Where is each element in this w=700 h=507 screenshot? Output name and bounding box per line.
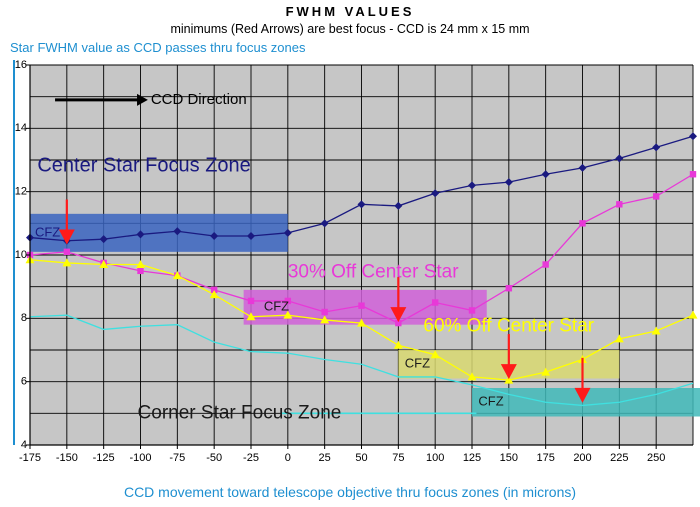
sixty-percent-label: 60% Off Center Star (423, 315, 594, 336)
best-focus-arrow-1 (58, 199, 75, 245)
series-3-point (393, 340, 403, 349)
series-1-point (136, 230, 145, 239)
x-tick-label: 175 (536, 452, 554, 464)
series-2-point (395, 319, 402, 327)
series-1-point (99, 235, 108, 244)
series-1-point (615, 154, 624, 163)
center-star-zone-label: Center Star Focus Zone (37, 155, 250, 177)
chart-subtitle: minimums (Red Arrows) are best focus - C… (170, 22, 530, 36)
series-1-point (283, 228, 292, 237)
series-1-point (652, 143, 661, 152)
series-2-point (616, 201, 623, 208)
y-tick-label: 12 (15, 186, 27, 198)
x-tick-label: 200 (573, 452, 591, 464)
thirty-percent-label: 30% Off Center Star (288, 261, 459, 282)
x-tick-label: -175 (19, 452, 41, 464)
series-1-point (247, 232, 255, 240)
x-tick-label: 125 (463, 452, 481, 464)
zone-label-1: CFZ (35, 224, 60, 239)
series-1-point (394, 201, 403, 210)
x-tick-label: 25 (319, 452, 331, 464)
series-3-point (99, 260, 109, 268)
series-3-point (688, 310, 698, 319)
series-2-point (689, 171, 697, 178)
best-focus-arrow-4 (574, 357, 591, 403)
series-2-point (321, 308, 328, 316)
zone-label-3: CFZ (405, 356, 430, 371)
series-2-point (284, 297, 292, 305)
series-2-point (505, 285, 513, 292)
series-2-point (468, 307, 476, 314)
series-3-point (209, 290, 219, 299)
series-2-point (358, 302, 365, 309)
y-tick-label: 14 (15, 122, 27, 134)
series-2-point (137, 267, 144, 275)
x-tick-label: 225 (610, 452, 628, 464)
series-2-point (210, 286, 218, 294)
zone-label-4: CFZ (478, 394, 503, 409)
series-3-point (357, 318, 366, 327)
series-1-point (504, 178, 513, 187)
series-3-point (541, 367, 551, 376)
series-3-point (172, 271, 182, 280)
series-1-point (357, 200, 366, 209)
series-2-point (652, 193, 660, 200)
x-tick-label: -75 (169, 452, 185, 464)
x-tick-label: 50 (355, 452, 367, 464)
series-3-point (614, 334, 624, 343)
series-line-4 (29, 314, 694, 407)
series-1-point (541, 170, 550, 179)
y-axis-label: Star FWHM value as CCD passes thru focus… (10, 40, 306, 55)
series-3-point (467, 372, 477, 381)
corner-star-zone-label: Corner Star Focus Zone (138, 402, 342, 423)
series-1-point (468, 181, 476, 190)
ccd-direction-label: CCD Direction (151, 91, 247, 108)
series-1-point (320, 219, 329, 228)
series-3-point (136, 260, 145, 268)
series-3-point (246, 312, 256, 321)
chart-title: FWHM VALUES (285, 4, 415, 19)
series-2-point (431, 299, 439, 306)
series-3-point (430, 350, 440, 359)
y-tick-label: 16 (15, 59, 27, 71)
y-tick-label: 10 (15, 249, 27, 261)
y-tick-label: 6 (21, 376, 27, 388)
series-2-point (247, 297, 255, 305)
x-tick-label: -50 (206, 452, 222, 464)
y-tick-label: 4 (21, 439, 27, 451)
best-focus-arrow-3 (500, 334, 517, 380)
series-2-point (63, 248, 71, 256)
series-3-point (62, 258, 72, 267)
series-2-point (579, 220, 586, 227)
series-1-point (431, 189, 440, 198)
x-tick-label: 0 (285, 452, 291, 464)
x-tick-label: 250 (647, 452, 665, 464)
zone-label-2: CFZ (264, 299, 289, 314)
series-3-point (651, 326, 661, 335)
series-3-point (283, 310, 293, 319)
x-tick-label: -25 (243, 452, 259, 464)
x-tick-label: -125 (93, 452, 115, 464)
y-tick-label: 8 (21, 312, 27, 324)
x-tick-label: 150 (500, 452, 518, 464)
x-tick-label: -100 (129, 452, 151, 464)
series-3-point (504, 375, 514, 384)
series-1-point (210, 232, 219, 240)
x-tick-label: 100 (426, 452, 444, 464)
series-2-point (542, 261, 549, 268)
series-3-point (320, 315, 330, 324)
series-1-point (578, 163, 587, 172)
x-tick-label: -150 (56, 452, 78, 464)
series-1-point (173, 227, 182, 236)
x-tick-label: 75 (392, 452, 404, 464)
best-focus-arrow-2 (390, 277, 407, 323)
x-axis-label: CCD movement toward telescope objective … (123, 484, 577, 500)
ccd-direction-arrow (55, 93, 148, 106)
series-1-point (689, 132, 697, 141)
